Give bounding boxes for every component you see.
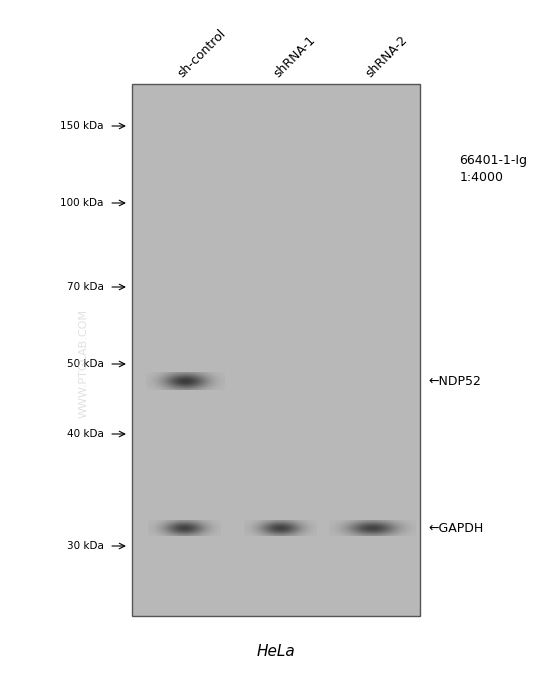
Text: 66401-1-Ig
1:4000: 66401-1-Ig 1:4000	[459, 154, 527, 184]
Text: shRNA-2: shRNA-2	[363, 34, 410, 80]
Text: ←NDP52: ←NDP52	[428, 375, 481, 388]
Bar	[132, 84, 420, 616]
Text: 40 kDa: 40 kDa	[67, 429, 104, 439]
Text: 70 kDa: 70 kDa	[67, 282, 104, 292]
Text: sh-control: sh-control	[176, 27, 229, 81]
Text: HeLa: HeLa	[256, 644, 295, 659]
Text: 100 kDa: 100 kDa	[60, 198, 104, 208]
Text: ←GAPDH: ←GAPDH	[428, 522, 484, 535]
Text: 50 kDa: 50 kDa	[67, 359, 104, 369]
Text: WWW.PTGLAB.COM: WWW.PTGLAB.COM	[79, 309, 89, 419]
Text: shRNA-1: shRNA-1	[271, 34, 318, 80]
Text: 150 kDa: 150 kDa	[60, 121, 104, 131]
Text: 30 kDa: 30 kDa	[67, 541, 104, 551]
